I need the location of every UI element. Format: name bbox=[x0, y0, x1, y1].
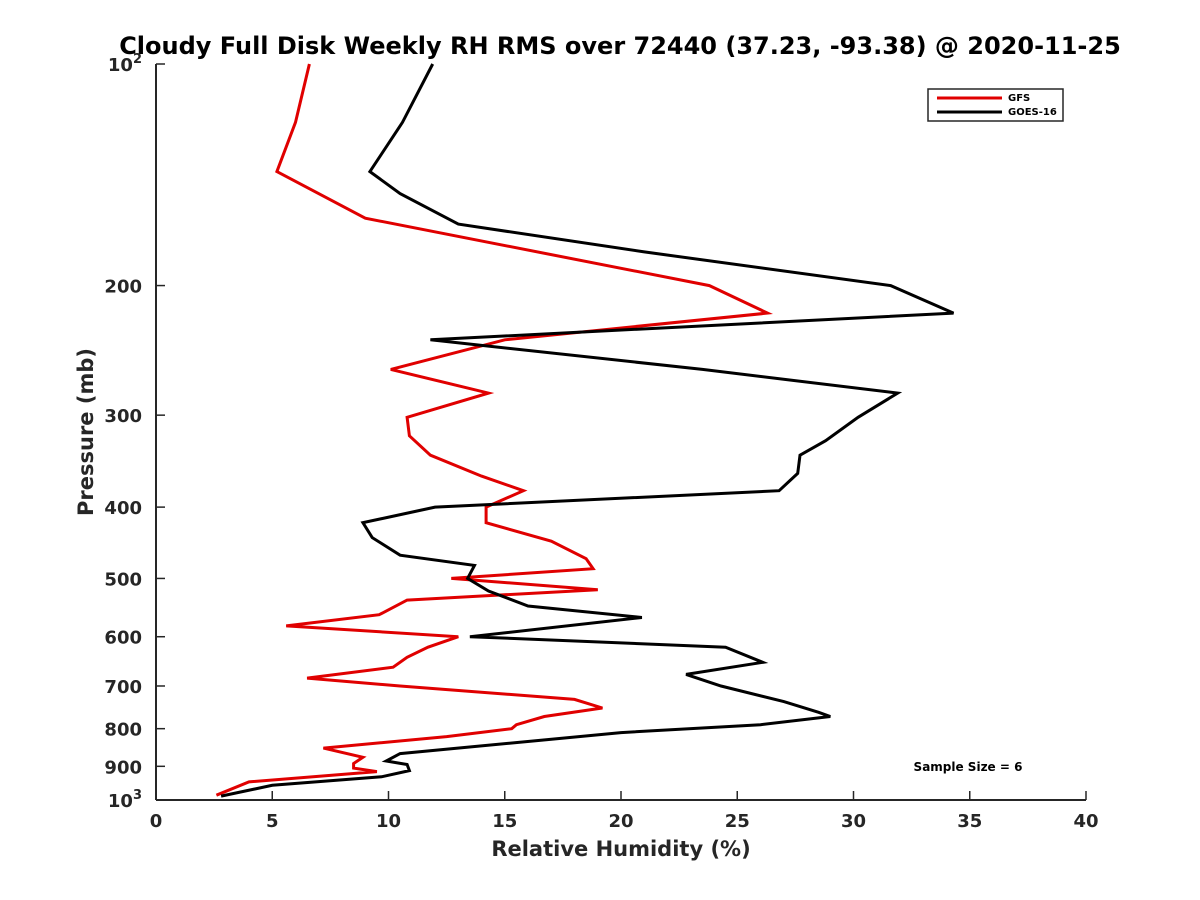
sample-size-annotation: Sample Size = 6 bbox=[914, 760, 1023, 774]
x-tick-label: 20 bbox=[608, 811, 633, 832]
series-lines bbox=[215, 63, 955, 798]
x-tick-label: 25 bbox=[725, 811, 750, 832]
chart-title: Cloudy Full Disk Weekly RH RMS over 7244… bbox=[119, 32, 1121, 60]
y-tick-label: 700 bbox=[104, 677, 142, 698]
y-tick-label: 103 bbox=[108, 788, 142, 812]
plot-area: 0 5 10 15 20 25 30 35 40 102 200 300 400 500 600 700 80… bbox=[104, 52, 1098, 832]
legend-box bbox=[927, 88, 1064, 122]
y-tick-label: 400 bbox=[104, 498, 142, 519]
x-tick-label: 15 bbox=[492, 811, 517, 832]
x-axis-ticks: 0 5 10 15 20 25 30 35 40 bbox=[150, 791, 1099, 832]
legend-label-goes16: GOES-16 bbox=[1008, 107, 1057, 118]
y-tick-label: 200 bbox=[104, 277, 142, 298]
legend: GFS GOES-16 bbox=[927, 88, 1064, 122]
x-tick-label: 35 bbox=[957, 811, 982, 832]
y-axis-ticks: 102 200 300 400 500 600 700 800 900 103 bbox=[104, 52, 165, 812]
x-tick-label: 10 bbox=[376, 811, 401, 832]
y-tick-label: 300 bbox=[104, 406, 142, 427]
series-line-goes16 bbox=[220, 63, 955, 798]
x-tick-label: 5 bbox=[266, 811, 279, 832]
legend-label-gfs: GFS bbox=[1008, 93, 1030, 104]
series-line-gfs bbox=[215, 63, 774, 797]
x-axis-label: Relative Humidity (%) bbox=[491, 837, 750, 861]
y-tick-label: 900 bbox=[104, 757, 142, 778]
x-tick-label: 40 bbox=[1073, 811, 1098, 832]
y-tick-label: 600 bbox=[104, 628, 142, 649]
y-tick-label: 800 bbox=[104, 720, 142, 741]
y-tick-label: 500 bbox=[104, 569, 142, 590]
x-tick-label: 30 bbox=[841, 811, 866, 832]
y-axis-label: Pressure (mb) bbox=[74, 348, 98, 516]
x-tick-label: 0 bbox=[150, 811, 163, 832]
y-tick-label: 102 bbox=[108, 52, 142, 76]
